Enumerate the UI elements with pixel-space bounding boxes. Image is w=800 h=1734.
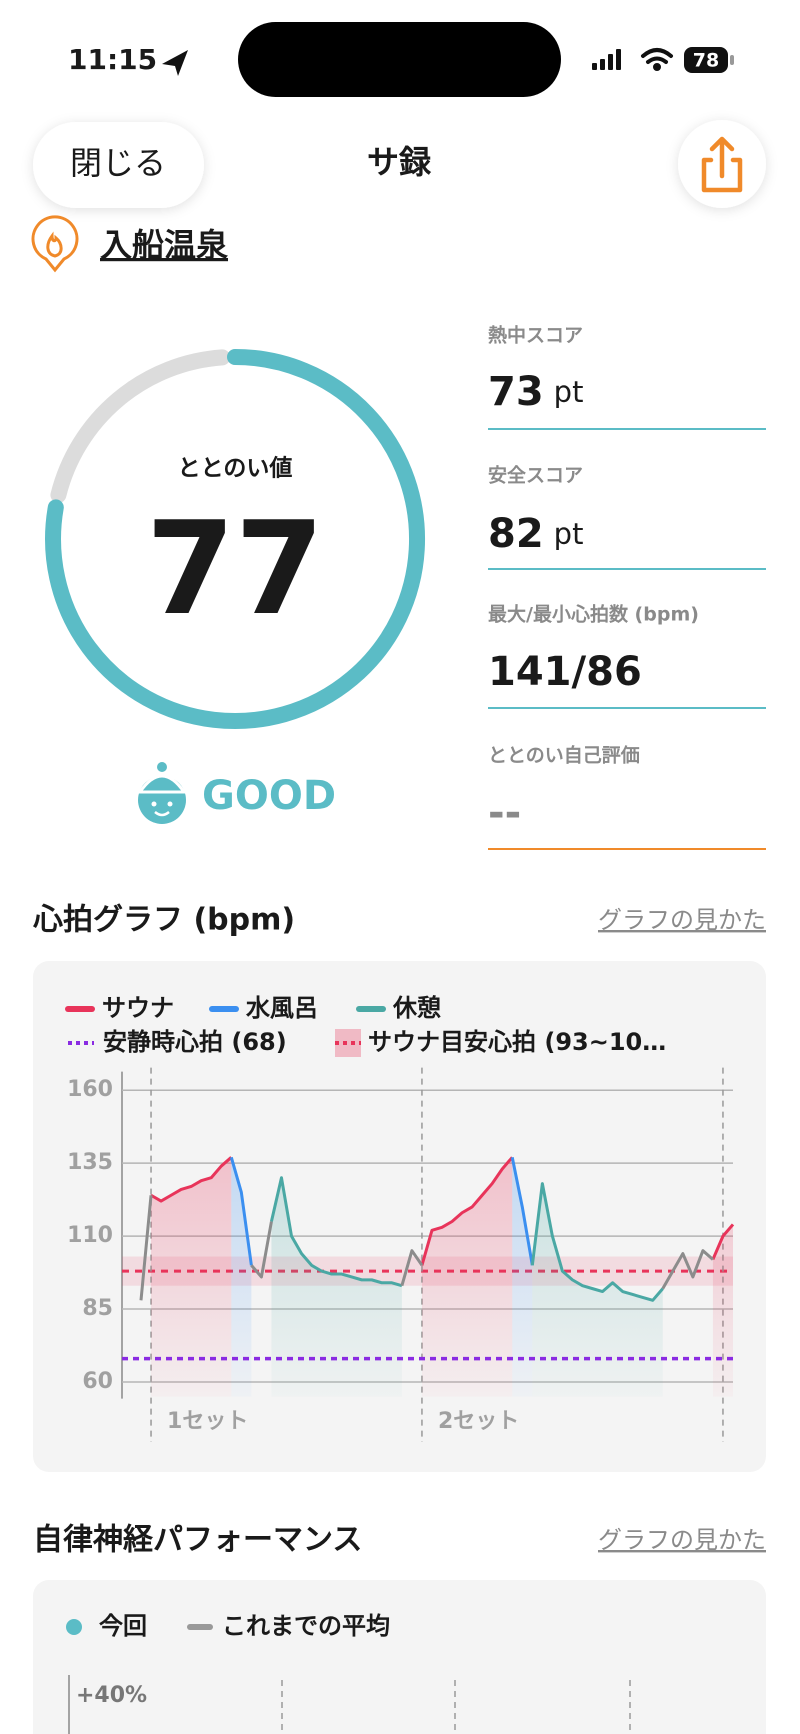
- close-label[interactable]: 閉じる: [70, 144, 166, 182]
- hr-line: [139, 1195, 714, 1301]
- area-fill: [231, 1157, 252, 1397]
- rating-icon: [137, 762, 187, 824]
- score-label: ととのい値: [178, 456, 293, 482]
- stat-unit: pt: [554, 517, 584, 551]
- stat-number: 82: [488, 511, 544, 557]
- help-link[interactable]: グラフの見かた: [598, 906, 766, 934]
- section-title: 自律神経パフォーマンス: [33, 1523, 362, 1558]
- stat-number: 73: [488, 369, 544, 415]
- stat-value: --: [488, 790, 521, 836]
- stat-unit: pt: [554, 375, 584, 409]
- gauge-arc: [45, 349, 426, 729]
- legend-label: サウナ: [102, 994, 174, 1022]
- y-tick-label: 85: [82, 1296, 113, 1321]
- gauge-track: [50, 349, 231, 503]
- battery-level: 78: [693, 50, 719, 72]
- area-fill: [421, 1157, 513, 1397]
- y-tick-label: +40%: [76, 1683, 147, 1708]
- location-icon: [162, 50, 188, 76]
- y-tick-label: 60: [82, 1369, 113, 1394]
- section-title: 心拍グラフ (bpm): [32, 903, 295, 938]
- legend-label: 休憩: [392, 994, 441, 1022]
- rating: GOOD: [202, 773, 336, 819]
- y-tick-label: 110: [67, 1223, 113, 1248]
- stat-label: 安全スコア: [488, 464, 583, 487]
- score-value: 77: [146, 495, 324, 644]
- signal-icon: [592, 49, 621, 70]
- facility-name[interactable]: 入船温泉: [100, 226, 228, 264]
- share-icon[interactable]: [701, 136, 743, 193]
- hr-line: [229, 1156, 534, 1266]
- area-fill: [512, 1157, 533, 1397]
- legend-label: 今回: [99, 1612, 147, 1640]
- stat-label: 最大/最小心拍数 (bpm): [488, 603, 699, 626]
- close-button[interactable]: [33, 122, 204, 208]
- stat-value: 73 pt: [488, 369, 583, 415]
- area-fill: [271, 1177, 402, 1397]
- legend-label: サウナ目安心拍 (93~10…: [368, 1028, 666, 1056]
- y-tick-label: 160: [67, 1077, 113, 1102]
- set-label: 1セット: [167, 1409, 248, 1434]
- legend-label: 水風呂: [245, 994, 318, 1022]
- wifi-icon: [641, 48, 673, 71]
- facility-icon: [31, 215, 79, 273]
- autonomic-chart: 今回 これまでの平均 +40%: [66, 1612, 631, 1734]
- status-time: 11:15: [68, 43, 157, 76]
- set-label: 2セット: [438, 1409, 519, 1434]
- chart-card: [33, 1580, 766, 1734]
- dynamic-island: [238, 22, 561, 97]
- legend-label: 安静時心拍 (68): [103, 1028, 287, 1056]
- stat-value: 82 pt: [488, 511, 583, 557]
- battery-tip: [730, 55, 734, 65]
- y-tick-label: 135: [67, 1150, 113, 1175]
- stat-value: 141/86: [488, 649, 642, 695]
- legend-swatch: [335, 1029, 361, 1057]
- area-fill: [151, 1157, 232, 1397]
- area-fill: [712, 1224, 733, 1397]
- hr-line: [150, 1156, 735, 1266]
- help-link[interactable]: グラフの見かた: [598, 1526, 766, 1554]
- legend-label: これまでの平均: [222, 1612, 390, 1640]
- legend-swatch: [66, 1619, 82, 1635]
- header-title: サ録: [367, 143, 432, 181]
- stat-label: ととのい自己評価: [488, 744, 640, 767]
- hr-line: [269, 1176, 664, 1302]
- battery: [684, 47, 728, 73]
- stat-label: 熱中スコア: [488, 324, 583, 347]
